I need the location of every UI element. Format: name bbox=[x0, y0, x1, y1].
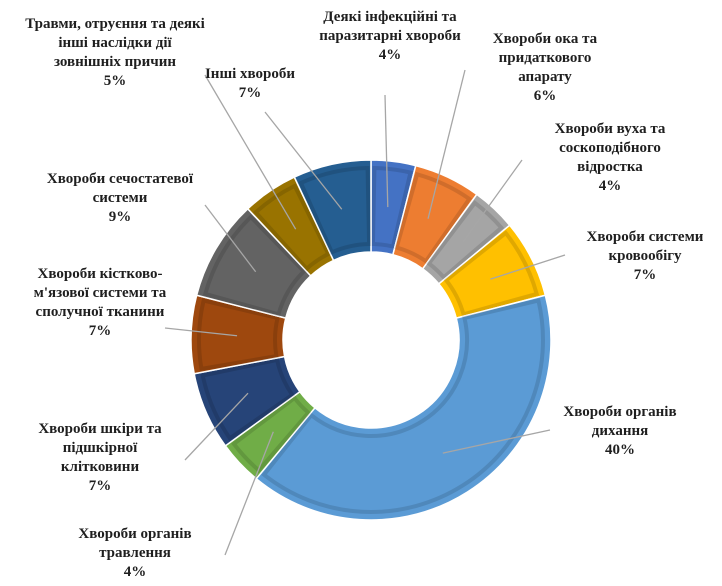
segment-bevel bbox=[197, 298, 280, 372]
category-label: Хвороби органів дихання bbox=[563, 404, 677, 439]
category-label: Інші хвороби bbox=[204, 66, 296, 82]
data-label: Хвороби органів травлення 4% bbox=[45, 525, 225, 582]
value-label: 6% bbox=[533, 88, 557, 104]
category-label: Хвороби органів травлення bbox=[78, 526, 192, 561]
data-label: Деякі інфекційні та паразитарні хвороби 4… bbox=[315, 8, 465, 65]
donut-segment bbox=[255, 294, 552, 521]
value-label: 7% bbox=[238, 85, 262, 101]
data-label: Хвороби органів дихання 40% bbox=[540, 403, 700, 460]
leader-line bbox=[490, 254, 566, 280]
leader-line bbox=[204, 74, 297, 230]
value-label: 5% bbox=[103, 73, 127, 89]
data-label: Хвороби кістково-м'язової системи та спо… bbox=[10, 265, 190, 341]
data-label: Хвороби вуха та соскоподібного відростка… bbox=[535, 120, 685, 196]
category-label: Хвороби кістково-м'язової системи та спо… bbox=[33, 266, 167, 320]
segment-bevel bbox=[200, 357, 296, 442]
leader-line bbox=[204, 204, 257, 273]
data-label: Хвороби системи кровообігу 7% bbox=[565, 228, 722, 285]
category-label: Хвороби сечостатевої системи bbox=[46, 171, 194, 206]
category-label: Хвороби ока та придаткового апарату bbox=[492, 31, 598, 85]
data-label: Хвороби шкіри та підшкірної клітковини 7% bbox=[25, 420, 175, 496]
value-label: 7% bbox=[88, 323, 112, 339]
value-label: 7% bbox=[88, 478, 112, 494]
leader-line bbox=[384, 94, 389, 208]
value-label: 7% bbox=[633, 267, 657, 283]
segment-bevel bbox=[443, 230, 540, 317]
data-label: Інші хвороби 7% bbox=[195, 65, 305, 103]
segment-bevel bbox=[202, 214, 307, 317]
value-label: 40% bbox=[605, 442, 635, 458]
value-label: 4% bbox=[378, 47, 402, 63]
donut-segment bbox=[293, 159, 372, 262]
leader-line bbox=[462, 159, 523, 243]
category-label: Хвороби вуха та соскоподібного відростка bbox=[554, 121, 666, 175]
leader-line bbox=[427, 69, 466, 219]
segment-bevel bbox=[261, 298, 545, 514]
leader-line bbox=[184, 392, 249, 461]
value-label: 9% bbox=[108, 209, 132, 225]
leader-line bbox=[264, 111, 343, 210]
leader-line bbox=[442, 429, 551, 454]
segment-bevel bbox=[298, 165, 372, 255]
category-label: Хвороби шкіри та підшкірної клітковини bbox=[38, 421, 162, 475]
segment-bevel bbox=[252, 183, 332, 272]
data-label: Хвороби ока та придаткового апарату 6% bbox=[470, 30, 620, 106]
segment-bevel bbox=[426, 200, 505, 281]
value-label: 4% bbox=[123, 564, 147, 580]
value-label: 4% bbox=[598, 178, 622, 194]
category-label: Хвороби системи кровообігу bbox=[586, 229, 704, 264]
data-label: Хвороби сечостатевої системи 9% bbox=[40, 170, 200, 227]
segment-bevel bbox=[394, 171, 473, 265]
leader-line bbox=[164, 327, 238, 337]
segment-bevel bbox=[231, 395, 312, 474]
category-label: Деякі інфекційні та паразитарні хвороби bbox=[319, 9, 461, 44]
data-label: Травми, отруєння та деякі інші наслідки … bbox=[25, 15, 205, 91]
leader-line bbox=[224, 431, 274, 556]
category-label: Травми, отруєння та деякі інші наслідки … bbox=[25, 16, 205, 70]
